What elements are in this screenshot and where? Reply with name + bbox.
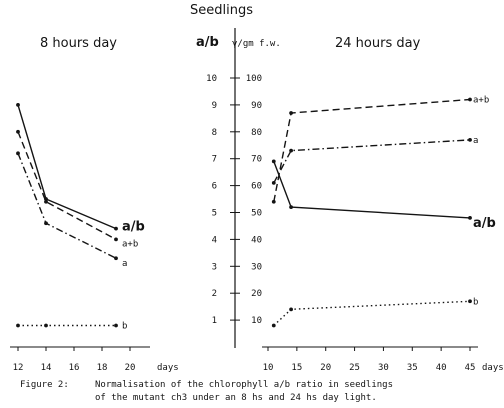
data-point <box>44 199 48 204</box>
ratio-tick-label: 4 <box>212 235 217 245</box>
series-label: b <box>122 321 127 331</box>
data-point <box>468 97 472 102</box>
data-point <box>289 307 293 312</box>
x-tick-label: 10 <box>263 363 274 373</box>
chl-tick-label: 90 <box>251 101 262 111</box>
series-label: b <box>473 297 478 307</box>
chl-tick-label: 50 <box>251 209 262 219</box>
chl-tick-label: 60 <box>251 182 262 192</box>
x-tick-label: 40 <box>436 363 447 373</box>
ratio-tick-label: 3 <box>212 262 217 272</box>
ratio-tick-label: 9 <box>212 101 217 111</box>
left-x-axis-label: days <box>157 363 179 373</box>
caption-label: Figure 2: <box>20 380 69 390</box>
series-line-a <box>273 139 471 184</box>
data-point <box>16 103 20 107</box>
ratio-tick-label: 7 <box>212 155 217 165</box>
x-tick-label: 18 <box>97 363 108 373</box>
x-tick-label: 14 <box>41 363 52 373</box>
data-point <box>114 226 118 231</box>
ratio-tick-label: 1 <box>212 316 217 326</box>
data-point <box>271 323 276 328</box>
left-panel-title: 8 hours day <box>40 36 117 51</box>
data-point <box>289 111 293 115</box>
series-label: a <box>473 136 478 146</box>
chl-tick-label: 40 <box>251 235 262 245</box>
series-label: a+b <box>473 96 489 106</box>
data-point <box>468 299 472 304</box>
ratio-tick-label: 10 <box>206 74 217 84</box>
data-point <box>44 221 48 226</box>
data-point <box>16 129 20 134</box>
x-tick-label: 12 <box>13 363 24 373</box>
series-line-aplusb <box>273 98 471 202</box>
right-x-axis-label: days <box>482 363 504 373</box>
data-point <box>289 205 293 210</box>
chl-tick-label: 30 <box>251 262 262 272</box>
chl-tick-label: 20 <box>251 289 262 299</box>
x-tick-label: 16 <box>69 363 80 373</box>
data-point <box>44 323 48 328</box>
chl-tick-label: 80 <box>251 128 262 138</box>
ratio-tick-label: 2 <box>212 289 217 299</box>
chl-tick-label: 100 <box>246 74 262 84</box>
series-line-a <box>17 153 117 259</box>
data-point <box>271 199 276 204</box>
figure-title: Seedlings <box>190 3 253 18</box>
caption-line-2: of the mutant ch3 under an 8 hs and 24 h… <box>95 393 377 403</box>
series-label: a <box>122 259 127 269</box>
x-tick-label: 45 <box>465 363 476 373</box>
series-line-aoverb <box>273 161 471 219</box>
series-line-b <box>273 300 471 327</box>
chl-tick-label: 70 <box>251 155 262 165</box>
ratio-tick-label: 8 <box>212 128 217 138</box>
ratio-axis-label: a/b <box>196 35 219 50</box>
x-tick-label: 20 <box>125 363 136 373</box>
ratio-tick-label: 5 <box>212 209 217 219</box>
x-tick-label: 20 <box>320 363 331 373</box>
x-tick-label: 25 <box>349 363 360 373</box>
chl-tick-label: 10 <box>251 316 262 326</box>
series-label: a+b <box>122 239 138 249</box>
series-label: a/b <box>122 220 145 235</box>
data-point <box>468 215 472 220</box>
caption-line-1: Normalisation of the chlorophyll a/b rat… <box>95 380 393 390</box>
data-point <box>16 151 20 156</box>
data-point <box>289 148 293 153</box>
data-point <box>16 323 20 328</box>
series-label: a/b <box>473 216 496 231</box>
data-point <box>114 237 118 242</box>
x-tick-label: 30 <box>378 363 389 373</box>
ratio-tick-label: 6 <box>212 182 217 192</box>
data-point <box>114 323 118 328</box>
series-line-aplusb <box>17 131 117 241</box>
right-panel-title: 24 hours day <box>335 36 421 51</box>
x-tick-label: 35 <box>407 363 418 373</box>
data-point <box>114 256 118 261</box>
data-point <box>271 159 276 164</box>
chl-axis-label: γ/gm f.w. <box>232 39 281 49</box>
data-point <box>468 137 472 142</box>
data-point <box>271 181 276 185</box>
x-tick-label: 15 <box>291 363 302 373</box>
